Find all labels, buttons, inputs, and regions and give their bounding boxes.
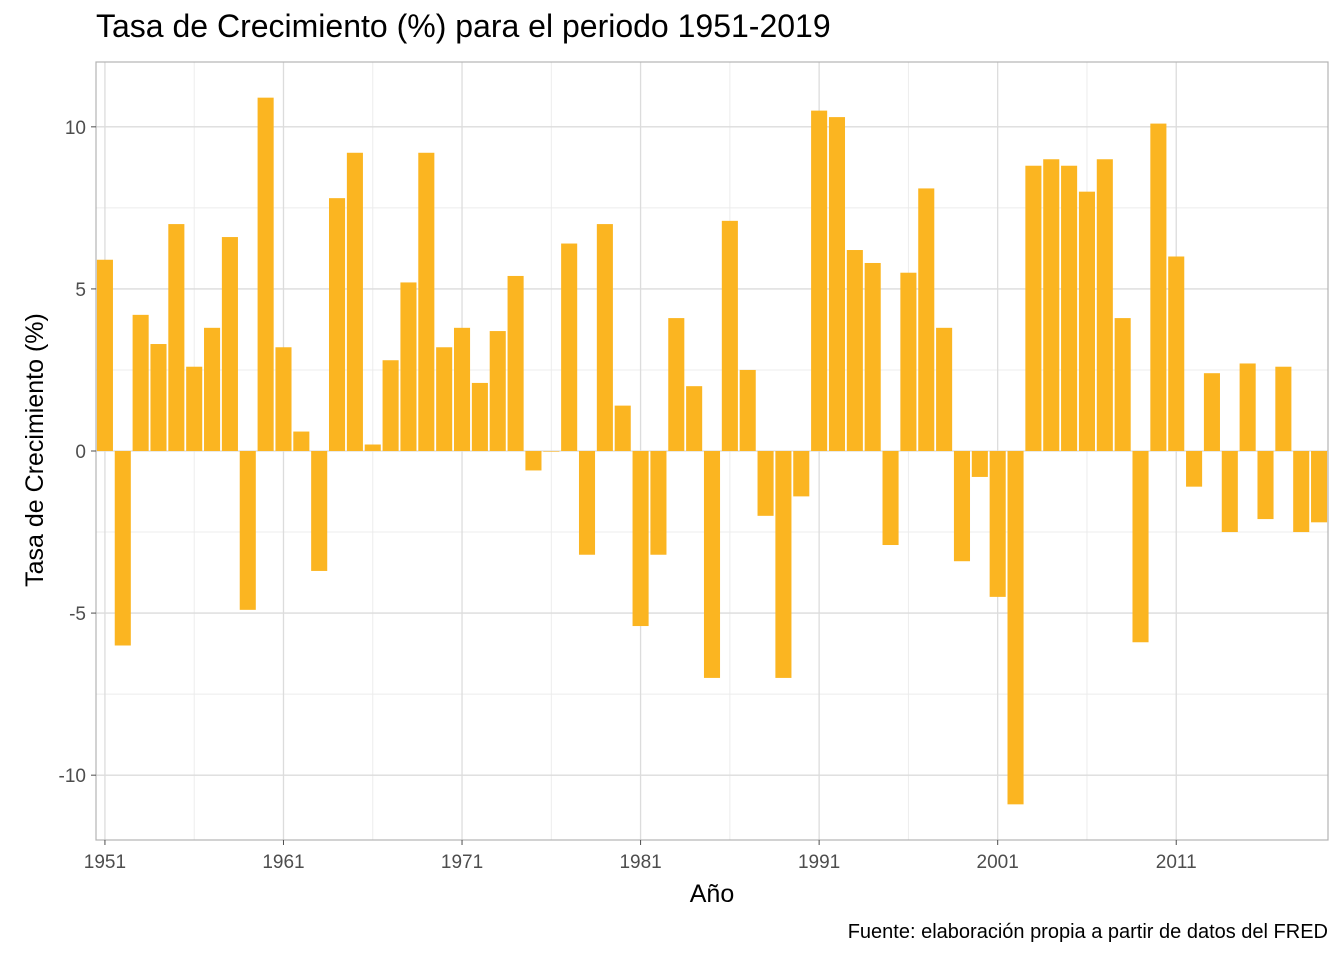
y-tick-label: 5 — [75, 280, 86, 301]
y-tick-label: -10 — [59, 766, 86, 787]
bar-1980 — [614, 405, 631, 451]
bar-1990 — [793, 451, 810, 497]
x-tick-label: 2001 — [977, 852, 1019, 873]
bar-1995 — [882, 451, 899, 546]
bar-1958 — [221, 237, 238, 451]
bar-2007 — [1096, 159, 1113, 451]
bar-2016 — [1257, 451, 1274, 520]
bar-1983 — [668, 318, 685, 451]
bar-1981 — [632, 451, 649, 627]
chart-title: Tasa de Crecimiento (%) para el periodo … — [96, 8, 831, 44]
bar-1977 — [561, 243, 578, 451]
bar-2002 — [1007, 451, 1024, 805]
x-axis-title: Año — [690, 880, 734, 908]
bar-2001 — [989, 451, 1006, 597]
bar-2013 — [1203, 373, 1220, 451]
bar-1953 — [132, 314, 149, 451]
x-tick-label: 1991 — [798, 852, 840, 873]
bar-1975 — [525, 451, 542, 471]
bar-2014 — [1221, 451, 1238, 533]
bar-1976 — [543, 451, 560, 452]
bar-1954 — [150, 344, 167, 451]
x-tick-label: 1981 — [619, 852, 661, 873]
bar-1957 — [204, 327, 221, 451]
bar-1999 — [953, 451, 971, 562]
bar-1962 — [293, 431, 310, 451]
bar-1971 — [453, 327, 471, 451]
bar-1969 — [418, 152, 435, 451]
bar-2009 — [1132, 451, 1149, 643]
x-axis-ticks: 1951 1961 1971 1981 1991 2001 2011 — [84, 840, 1197, 873]
bar-1967 — [382, 360, 399, 451]
x-tick-label: 1961 — [262, 852, 304, 873]
bar-1998 — [936, 327, 953, 451]
bar-1955 — [168, 224, 185, 451]
bar-1988 — [757, 451, 774, 516]
bar-1970 — [436, 347, 453, 451]
bar-1984 — [686, 386, 703, 451]
bar-1994 — [864, 262, 881, 451]
bar-2005 — [1061, 165, 1078, 451]
y-tick-label: 10 — [65, 118, 86, 139]
bar-1963 — [311, 451, 328, 571]
bar-1972 — [471, 382, 488, 451]
bar-1991 — [811, 110, 828, 451]
bar-1961 — [275, 347, 292, 451]
y-axis-title: Tasa de Crecimiento (%) — [21, 313, 49, 587]
bar-1996 — [900, 272, 917, 451]
y-tick-label: 0 — [75, 442, 86, 463]
bar-1986 — [721, 220, 738, 451]
bar-2008 — [1114, 318, 1131, 451]
bar-1951 — [96, 259, 113, 451]
bar-1993 — [846, 250, 863, 451]
bar-2011 — [1168, 256, 1185, 451]
bar-2003 — [1025, 165, 1042, 451]
bar-1997 — [918, 188, 935, 452]
bar-1952 — [114, 451, 131, 646]
bar-1966 — [364, 444, 381, 451]
bar-1964 — [329, 198, 346, 451]
bar-1985 — [703, 451, 721, 678]
bar-1987 — [739, 369, 756, 451]
bar-2010 — [1150, 123, 1167, 451]
chart-caption: Fuente: elaboración propia a partir de d… — [847, 921, 1328, 943]
bar-1968 — [400, 282, 417, 451]
bar-1978 — [578, 451, 596, 555]
bar-2006 — [1078, 191, 1095, 451]
bar-1973 — [489, 331, 506, 451]
bars — [96, 97, 1328, 805]
y-axis-ticks: -10 -5 0 5 10 — [59, 118, 96, 787]
bar-1974 — [507, 275, 524, 451]
bar-1965 — [346, 152, 363, 451]
bar-2018 — [1293, 451, 1310, 533]
bar-2012 — [1186, 451, 1203, 487]
bar-1992 — [828, 117, 846, 451]
bar-1989 — [775, 451, 792, 678]
bar-1959 — [239, 451, 256, 610]
bar-1956 — [186, 366, 203, 451]
x-tick-label: 1971 — [441, 852, 483, 873]
bar-1960 — [257, 97, 274, 452]
x-tick-label: 1951 — [84, 852, 126, 873]
bar-1979 — [596, 224, 613, 451]
x-tick-label: 2011 — [1156, 852, 1197, 873]
bar-2000 — [971, 451, 988, 477]
y-tick-label: -5 — [69, 604, 86, 625]
bar-2004 — [1043, 159, 1060, 451]
bar-2015 — [1239, 363, 1256, 451]
bar-2019 — [1311, 451, 1328, 523]
bar-2017 — [1275, 366, 1292, 451]
bar-1982 — [650, 451, 667, 555]
